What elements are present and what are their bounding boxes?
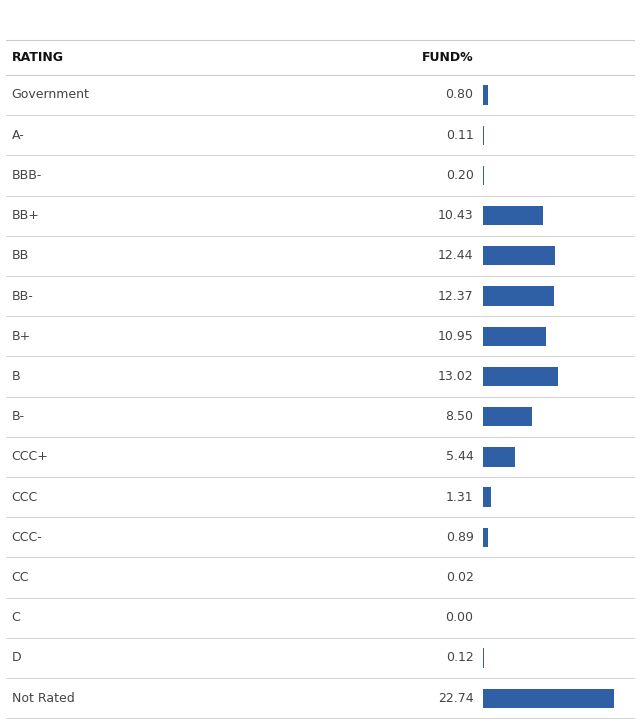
- Text: B-: B-: [12, 410, 25, 423]
- Bar: [483, 488, 491, 507]
- Text: 0.12: 0.12: [446, 651, 474, 664]
- Text: 0.20: 0.20: [445, 169, 474, 182]
- Bar: [483, 246, 555, 265]
- Text: 0.89: 0.89: [445, 531, 474, 544]
- Text: 22.74: 22.74: [438, 691, 474, 704]
- Bar: [483, 447, 515, 467]
- Bar: [483, 648, 484, 667]
- Text: 0.11: 0.11: [446, 129, 474, 142]
- Bar: [483, 85, 488, 105]
- Text: RATING: RATING: [12, 51, 63, 64]
- Text: BBB-: BBB-: [12, 169, 42, 182]
- Bar: [483, 326, 547, 346]
- Bar: [483, 286, 554, 305]
- Text: C: C: [12, 611, 20, 624]
- Text: B+: B+: [12, 330, 31, 342]
- Text: Government: Government: [12, 89, 90, 102]
- Text: 12.44: 12.44: [438, 249, 474, 262]
- Bar: [483, 407, 532, 426]
- Text: 0.80: 0.80: [445, 89, 474, 102]
- Text: 10.95: 10.95: [438, 330, 474, 342]
- Text: 8.50: 8.50: [445, 410, 474, 423]
- Text: BB+: BB+: [12, 209, 40, 222]
- Bar: [483, 528, 488, 547]
- Text: BB-: BB-: [12, 289, 33, 302]
- Text: CCC: CCC: [12, 491, 38, 504]
- Bar: [483, 688, 614, 708]
- Bar: [483, 367, 558, 386]
- Text: 13.02: 13.02: [438, 370, 474, 383]
- Text: BB: BB: [12, 249, 29, 262]
- Text: 10.43: 10.43: [438, 209, 474, 222]
- Text: 0.00: 0.00: [445, 611, 474, 624]
- Text: 0.02: 0.02: [445, 571, 474, 584]
- Text: FUND%: FUND%: [422, 51, 474, 64]
- Text: 5.44: 5.44: [446, 451, 474, 463]
- Text: A-: A-: [12, 129, 24, 142]
- Text: 1.31: 1.31: [446, 491, 474, 504]
- Text: CCC-: CCC-: [12, 531, 42, 544]
- Bar: [483, 206, 543, 225]
- Text: 12.37: 12.37: [438, 289, 474, 302]
- Text: B: B: [12, 370, 20, 383]
- Text: CC: CC: [12, 571, 29, 584]
- Text: D: D: [12, 651, 21, 664]
- Text: Not Rated: Not Rated: [12, 691, 74, 704]
- Bar: [483, 166, 484, 185]
- Text: CCC+: CCC+: [12, 451, 49, 463]
